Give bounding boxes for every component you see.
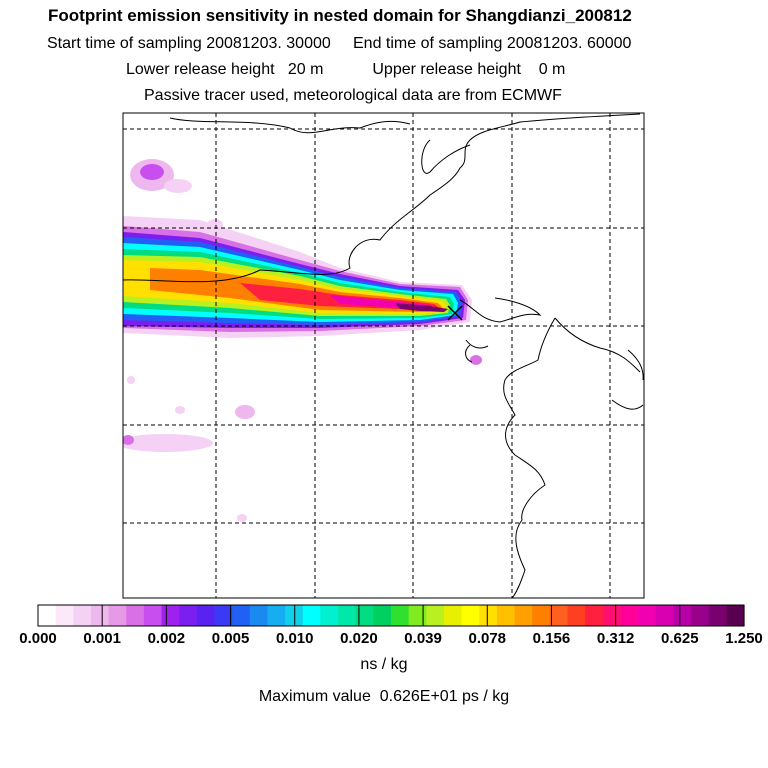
colorbar-tick-label: 0.156 — [532, 630, 571, 647]
colorbar-tick-label: 1.250 — [725, 630, 763, 647]
colorbar-cell — [161, 605, 180, 626]
colorbar-cell — [232, 605, 251, 626]
colorbar-units: ns / kg — [360, 656, 408, 673]
colorbar-cell — [338, 605, 357, 626]
colorbar-cell — [108, 605, 127, 626]
colorbar-tick-label: 0.005 — [211, 630, 250, 647]
receptor-marker — [447, 305, 463, 321]
tracer-note: Passive tracer used, meteorological data… — [144, 87, 562, 104]
colorbar-cell — [214, 605, 233, 626]
upper-label: Upper release height — [372, 61, 521, 78]
colorbar-cell — [461, 605, 480, 626]
colorbar-tick-label: 0.039 — [404, 630, 442, 647]
coastline — [169, 117, 411, 134]
plume-patch — [127, 376, 135, 384]
colorbar-cell — [655, 605, 674, 626]
colorbar-cell — [514, 605, 533, 626]
colorbar-tick-label: 0.010 — [275, 630, 314, 647]
end-label: End time of sampling — [353, 35, 503, 52]
colorbar-cell — [602, 605, 622, 626]
colorbar-cell — [73, 605, 92, 626]
colorbar-cell — [249, 605, 269, 626]
max-value: 0.626E+01 ps / kg — [379, 688, 510, 705]
plot-title: Footprint emission sensitivity in nested… — [48, 6, 632, 25]
colorbar-cell — [567, 605, 586, 626]
colorbar-cell — [443, 605, 463, 626]
plume-patch — [235, 405, 255, 419]
colorbar-cell — [585, 605, 604, 626]
end-value: 20081203. 60000 — [506, 35, 632, 52]
colorbar-cells — [38, 605, 745, 626]
colorbar-cell — [302, 605, 321, 626]
colorbar-cell — [285, 605, 304, 626]
colorbar-tick-label: 0.020 — [340, 630, 378, 647]
plume-patch — [140, 164, 164, 180]
coastline — [123, 113, 641, 283]
coastline — [459, 297, 542, 323]
colorbar-cell — [355, 605, 374, 626]
colorbar-cell — [126, 605, 145, 626]
lower-label: Lower release height — [126, 61, 275, 78]
colorbar-cell — [38, 605, 57, 626]
plume-patch — [237, 514, 247, 522]
colorbar-tick-label: 0.002 — [147, 630, 186, 647]
colorbar-cell — [691, 605, 710, 626]
colorbar-tick-label: 0.625 — [661, 630, 699, 647]
colorbar-frame — [37, 604, 745, 627]
start-label: Start time of sampling — [47, 35, 202, 52]
colorbar-tick-label: 0.001 — [83, 630, 121, 647]
plume-patch — [123, 434, 213, 452]
coastline — [503, 317, 641, 598]
colorbar-cell — [196, 605, 216, 626]
plume-patch — [123, 435, 134, 445]
plume-patch — [164, 179, 192, 193]
colorbar-tick-label: 0.078 — [468, 630, 507, 647]
sampling-times: Start time of sampling 20081203. 30000 E… — [47, 35, 631, 53]
colorbar-cell — [391, 605, 410, 626]
max-label: Maximum value — [258, 688, 371, 705]
coastline — [465, 339, 489, 363]
colorbar-cell — [673, 605, 692, 626]
colorbar-cell — [143, 605, 163, 626]
colorbar-cell — [90, 605, 110, 626]
colorbar-cell — [408, 605, 427, 626]
colorbar-cell — [638, 605, 657, 626]
colorbar-cell — [496, 605, 516, 626]
colorbar-cell — [532, 605, 551, 626]
colorbar-cell — [320, 605, 339, 626]
colorbar-cell — [479, 605, 498, 626]
colorbar-tick-label: 0.312 — [596, 630, 635, 647]
colorbar-cell — [179, 605, 198, 626]
plume-band — [395, 303, 448, 312]
upper-value: 0 m — [538, 61, 566, 78]
colorbar-cell — [426, 605, 445, 626]
coastline — [421, 139, 471, 174]
colorbar-cell — [549, 605, 569, 626]
plume-patch — [470, 355, 482, 365]
maximum-value: Maximum value 0.626E+01 ps / kg — [0, 688, 768, 706]
plume-patch — [175, 406, 185, 414]
colorbar-cell — [726, 605, 745, 626]
graticule — [123, 113, 644, 598]
colorbar-cell — [267, 605, 286, 626]
coastlines — [123, 113, 644, 598]
colorbar-cell — [620, 605, 639, 626]
map-frame — [122, 112, 645, 599]
colorbar-cell — [55, 605, 74, 626]
coastline — [611, 349, 644, 410]
lower-value: 20 m — [287, 61, 324, 78]
release-heights: Lower release height 20 m Upper release … — [126, 61, 565, 79]
colorbar-cell — [708, 605, 727, 626]
start-value: 20081203. 30000 — [206, 35, 331, 52]
colorbar-cell — [373, 605, 392, 626]
colorbar-tick-label: 0.000 — [19, 630, 57, 647]
